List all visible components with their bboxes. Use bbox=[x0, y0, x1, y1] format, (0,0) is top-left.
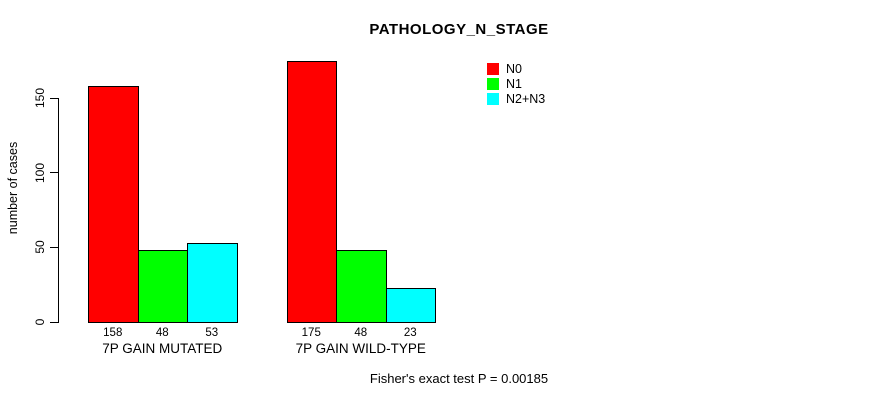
bar-n0 bbox=[88, 86, 139, 323]
bar-n2-n3 bbox=[187, 242, 238, 323]
y-tick-mark bbox=[50, 172, 58, 174]
category-label: 7P GAIN MUTATED bbox=[102, 341, 223, 356]
bar-value-label: 48 bbox=[354, 327, 368, 339]
chart-title: PATHOLOGY_N_STAGE bbox=[369, 21, 549, 38]
category-label: 7P GAIN WILD-TYPE bbox=[295, 341, 426, 356]
y-tick-mark bbox=[50, 246, 58, 248]
bar-n1 bbox=[336, 250, 387, 323]
y-tick-mark bbox=[50, 321, 58, 323]
bar-value-label: 23 bbox=[403, 327, 417, 339]
annotation-text: Fisher's exact test P = 0.00185 bbox=[369, 371, 549, 386]
bar-n2-n3 bbox=[385, 287, 436, 323]
bar-n0 bbox=[286, 60, 337, 323]
y-tick-label: 0 bbox=[33, 318, 47, 326]
y-tick-label: 150 bbox=[33, 87, 47, 109]
y-tick-mark bbox=[50, 97, 58, 99]
bar-value-label: 48 bbox=[155, 327, 169, 339]
y-tick-label: 50 bbox=[33, 240, 47, 255]
y-axis-line bbox=[58, 98, 59, 323]
bar-value-label: 53 bbox=[205, 327, 219, 339]
y-tick-label: 100 bbox=[33, 162, 47, 183]
bar-n1 bbox=[137, 250, 188, 323]
bar-value-label: 158 bbox=[103, 327, 123, 339]
bar-value-label: 175 bbox=[301, 327, 321, 339]
